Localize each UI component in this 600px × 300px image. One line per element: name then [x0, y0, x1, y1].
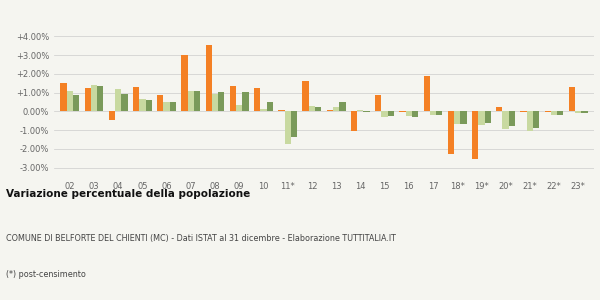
Bar — [242, 92, 248, 111]
Bar — [333, 107, 339, 111]
Bar — [339, 102, 346, 111]
Bar — [545, 111, 551, 112]
Bar — [133, 87, 139, 111]
Bar — [109, 111, 115, 120]
Text: COMUNE DI BELFORTE DEL CHIENTI (MC) - Dati ISTAT al 31 dicembre - Elaborazione T: COMUNE DI BELFORTE DEL CHIENTI (MC) - Da… — [6, 234, 396, 243]
Bar — [430, 111, 436, 115]
Bar — [496, 107, 502, 111]
Bar — [212, 94, 218, 111]
Bar — [97, 85, 103, 111]
Bar — [472, 111, 478, 159]
Bar — [278, 110, 284, 111]
Bar — [121, 94, 128, 111]
Bar — [388, 111, 394, 116]
Bar — [157, 95, 163, 111]
Bar — [478, 111, 485, 124]
Bar — [91, 85, 97, 111]
Bar — [406, 111, 412, 116]
Bar — [302, 81, 309, 111]
Bar — [581, 111, 588, 113]
Bar — [67, 91, 73, 111]
Bar — [575, 111, 581, 113]
Bar — [502, 111, 509, 129]
Bar — [533, 111, 539, 128]
Bar — [170, 102, 176, 111]
Bar — [351, 111, 357, 131]
Legend: Belforte del Chienti, Provincia di MC, Marche: Belforte del Chienti, Provincia di MC, M… — [175, 0, 473, 2]
Bar — [236, 105, 242, 111]
Text: Variazione percentuale della popolazione: Variazione percentuale della popolazione — [6, 189, 250, 199]
Bar — [460, 111, 467, 124]
Bar — [181, 55, 188, 111]
Bar — [424, 76, 430, 111]
Bar — [520, 111, 527, 112]
Bar — [357, 110, 364, 111]
Bar — [218, 92, 224, 111]
Bar — [485, 111, 491, 123]
Bar — [284, 111, 291, 144]
Bar — [188, 91, 194, 111]
Text: (*) post-censimento: (*) post-censimento — [6, 270, 86, 279]
Bar — [206, 45, 212, 111]
Bar — [260, 109, 266, 111]
Bar — [315, 107, 322, 111]
Bar — [364, 111, 370, 112]
Bar — [115, 89, 121, 111]
Bar — [400, 111, 406, 112]
Bar — [266, 102, 273, 111]
Bar — [309, 106, 315, 111]
Bar — [448, 111, 454, 154]
Bar — [412, 111, 418, 117]
Bar — [254, 88, 260, 111]
Bar — [194, 91, 200, 111]
Bar — [436, 111, 442, 115]
Bar — [230, 86, 236, 111]
Bar — [569, 87, 575, 111]
Bar — [382, 111, 388, 117]
Bar — [527, 111, 533, 131]
Bar — [326, 110, 333, 111]
Bar — [454, 111, 460, 124]
Bar — [509, 111, 515, 126]
Bar — [73, 94, 79, 111]
Bar — [163, 102, 170, 111]
Bar — [139, 99, 146, 111]
Bar — [85, 88, 91, 111]
Bar — [146, 100, 152, 111]
Bar — [60, 83, 67, 111]
Bar — [291, 111, 297, 137]
Bar — [557, 111, 563, 115]
Bar — [551, 111, 557, 115]
Bar — [375, 95, 382, 111]
